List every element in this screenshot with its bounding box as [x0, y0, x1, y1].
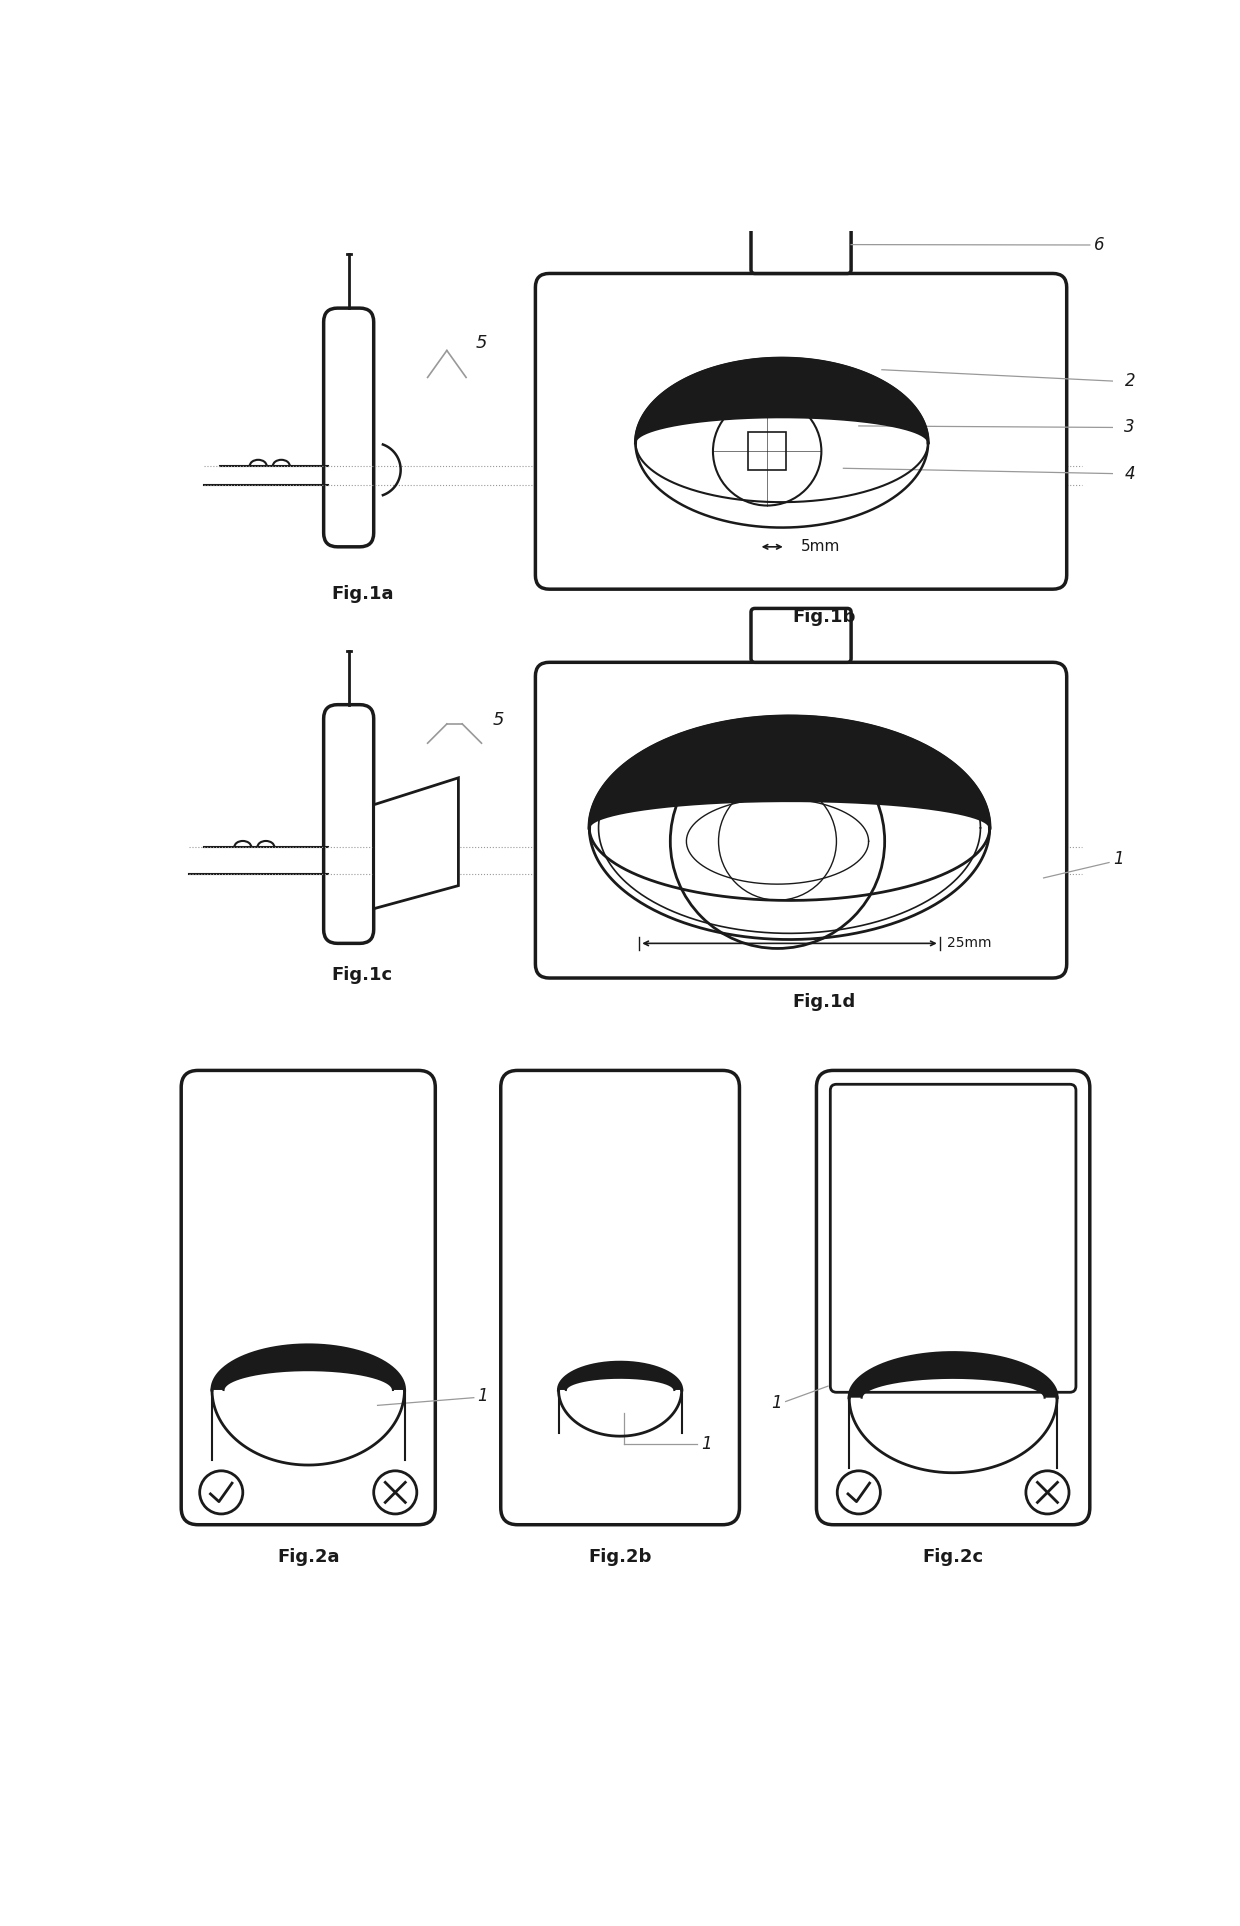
Polygon shape — [212, 1344, 404, 1391]
FancyBboxPatch shape — [751, 216, 851, 273]
FancyBboxPatch shape — [501, 1071, 739, 1525]
Text: 5mm: 5mm — [801, 539, 841, 555]
Polygon shape — [635, 358, 928, 443]
FancyBboxPatch shape — [536, 663, 1066, 978]
FancyBboxPatch shape — [751, 609, 851, 663]
Text: 1: 1 — [1114, 849, 1123, 869]
Polygon shape — [589, 716, 990, 828]
Text: Fig.2c: Fig.2c — [923, 1549, 983, 1566]
Text: 4: 4 — [1125, 464, 1135, 483]
FancyBboxPatch shape — [536, 273, 1066, 589]
Text: 1: 1 — [771, 1394, 781, 1412]
Polygon shape — [373, 778, 459, 909]
Text: Fig.1d: Fig.1d — [792, 994, 856, 1011]
Text: Fig.1a: Fig.1a — [331, 586, 393, 603]
Text: Fig.1c: Fig.1c — [331, 967, 393, 984]
Text: 1: 1 — [701, 1435, 712, 1452]
Polygon shape — [558, 1362, 682, 1391]
Text: 6: 6 — [1094, 237, 1105, 254]
Text: 5: 5 — [476, 333, 487, 352]
FancyBboxPatch shape — [831, 1084, 1076, 1392]
FancyBboxPatch shape — [324, 705, 373, 944]
Text: Fig.1b: Fig.1b — [792, 609, 856, 626]
Text: 25mm: 25mm — [947, 936, 992, 950]
Text: 5: 5 — [494, 711, 505, 730]
Polygon shape — [849, 1352, 1056, 1398]
FancyBboxPatch shape — [181, 1071, 435, 1525]
Text: Fig.2a: Fig.2a — [277, 1549, 340, 1566]
Text: 2: 2 — [1125, 372, 1135, 391]
Bar — [748, 431, 786, 470]
Text: Fig.2b: Fig.2b — [589, 1549, 652, 1566]
FancyBboxPatch shape — [324, 308, 373, 547]
FancyBboxPatch shape — [816, 1071, 1090, 1525]
Text: 1: 1 — [477, 1387, 489, 1406]
Text: 3: 3 — [1125, 418, 1135, 437]
